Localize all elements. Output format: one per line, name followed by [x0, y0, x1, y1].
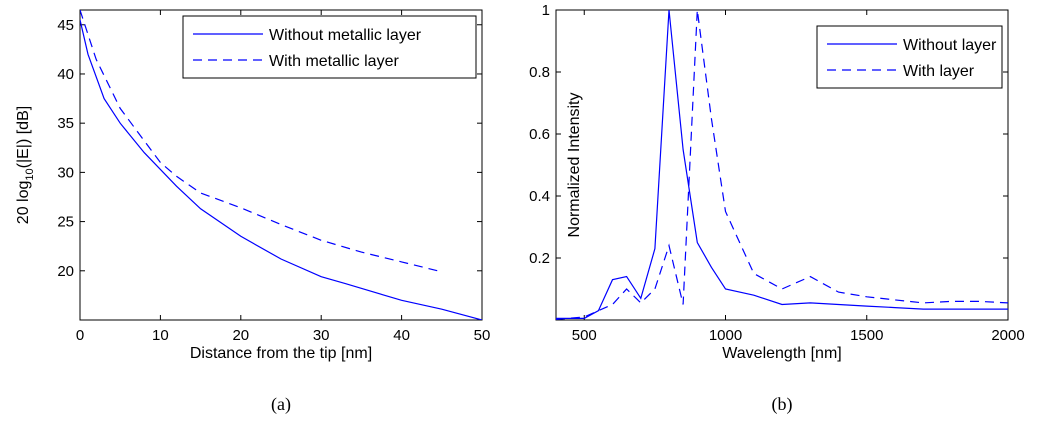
- y-tick-label: 40: [57, 66, 74, 83]
- y-tick-label: 20: [57, 263, 74, 280]
- y-tick-label: 35: [57, 115, 74, 132]
- plot-frame: [79, 9, 483, 321]
- x-tick-label: 50: [474, 327, 491, 344]
- y-tick-label: 30: [57, 164, 74, 181]
- y-tick-label: 25: [57, 214, 74, 231]
- series-line-solid: [556, 10, 1008, 319]
- chart-a: 0 10 20 30 40 50 20 25 30 35 40 45 Distance from the…: [15, 9, 491, 415]
- legend-box: [182, 15, 477, 79]
- x-tick-label: 1000: [709, 327, 742, 344]
- x-axis-label: Distance from the tip [nm]: [190, 345, 372, 362]
- x-tick-label: 500: [572, 327, 597, 344]
- x-tick-label: 40: [393, 327, 410, 344]
- series-line-dashed: [80, 10, 442, 273]
- subfigure-caption: (b): [772, 394, 793, 415]
- legend-box: [816, 25, 1003, 89]
- plot-frame: [555, 9, 1009, 321]
- legend: Without metallic layer With metallic laye…: [182, 15, 477, 79]
- x-tick-label: 30: [313, 327, 330, 344]
- y-tick-label: 0.2: [529, 250, 550, 267]
- y-tick-label: 0.6: [529, 126, 550, 143]
- y-tick-label: 45: [57, 17, 74, 34]
- subfigure-caption: (a): [271, 394, 291, 415]
- y-axis-label: 20 log10(|E|) [dB]: [15, 106, 36, 224]
- legend-label: Without metallic layer: [269, 27, 422, 44]
- legend: Without layer With layer: [816, 25, 1003, 89]
- x-tick-label: 2000: [991, 327, 1024, 344]
- y-tick-label: 0.4: [529, 188, 550, 205]
- series-line-dashed: [556, 10, 1008, 320]
- y-tick-label: 0.8: [529, 64, 550, 81]
- y-axis-label: Normalized Intensity: [566, 93, 583, 238]
- legend-label: Without layer: [903, 37, 997, 54]
- legend-label: With layer: [903, 63, 975, 80]
- x-tick-label: 20: [232, 327, 249, 344]
- chart-b: 500 1000 1500 2000 0.2 0.4 0.6 0.8 1 Wavelength […: [529, 2, 1025, 415]
- x-tick-label: 0: [76, 327, 84, 344]
- series-line-solid: [80, 19, 482, 320]
- y-tick-label: 1: [542, 2, 550, 19]
- x-tick-label: 1500: [850, 327, 883, 344]
- x-axis-label: Wavelength [nm]: [722, 345, 841, 362]
- x-tick-label: 10: [152, 327, 169, 344]
- legend-label: With metallic layer: [269, 53, 399, 70]
